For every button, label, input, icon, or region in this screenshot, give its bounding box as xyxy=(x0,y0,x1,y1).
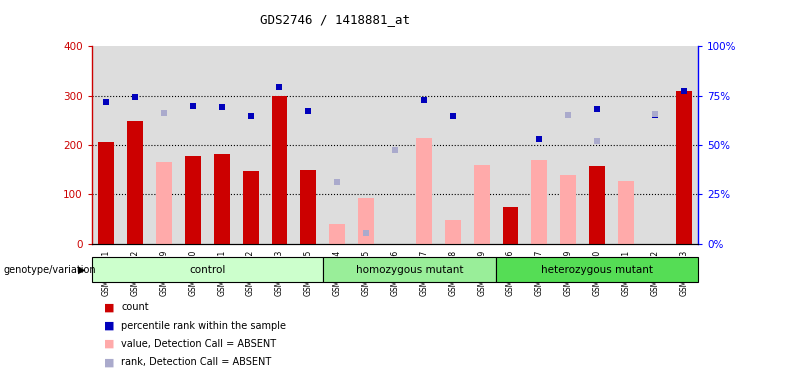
Bar xyxy=(560,175,576,244)
Text: homozygous mutant: homozygous mutant xyxy=(356,265,463,275)
Text: genotype/variation: genotype/variation xyxy=(4,265,97,275)
Bar xyxy=(618,181,634,244)
Text: ■: ■ xyxy=(104,302,114,312)
Text: count: count xyxy=(121,302,149,312)
Bar xyxy=(330,224,346,244)
Bar xyxy=(358,198,374,244)
Text: value, Detection Call = ABSENT: value, Detection Call = ABSENT xyxy=(121,339,276,349)
Text: control: control xyxy=(189,265,226,275)
Bar xyxy=(503,207,519,244)
Bar xyxy=(185,156,201,244)
Bar xyxy=(474,182,490,244)
Bar xyxy=(243,170,259,244)
Bar xyxy=(416,137,432,244)
Bar xyxy=(98,142,114,244)
Bar xyxy=(271,96,287,244)
Text: heterozygous mutant: heterozygous mutant xyxy=(541,265,654,275)
Bar xyxy=(214,154,230,244)
Bar xyxy=(127,121,143,244)
Text: ■: ■ xyxy=(104,339,114,349)
Text: GDS2746 / 1418881_at: GDS2746 / 1418881_at xyxy=(260,13,410,26)
Text: rank, Detection Call = ABSENT: rank, Detection Call = ABSENT xyxy=(121,358,271,367)
Bar xyxy=(300,170,316,244)
Bar xyxy=(589,166,605,244)
Bar xyxy=(676,91,692,244)
Text: ▶: ▶ xyxy=(78,265,85,275)
Bar xyxy=(156,162,172,244)
Text: percentile rank within the sample: percentile rank within the sample xyxy=(121,321,286,331)
Bar xyxy=(474,165,490,244)
Bar xyxy=(92,257,323,282)
Bar xyxy=(92,46,698,244)
Bar xyxy=(496,257,698,282)
Text: ■: ■ xyxy=(104,358,114,367)
Text: ■: ■ xyxy=(104,321,114,331)
Bar xyxy=(531,160,547,244)
Bar xyxy=(444,220,460,244)
Bar xyxy=(323,257,496,282)
